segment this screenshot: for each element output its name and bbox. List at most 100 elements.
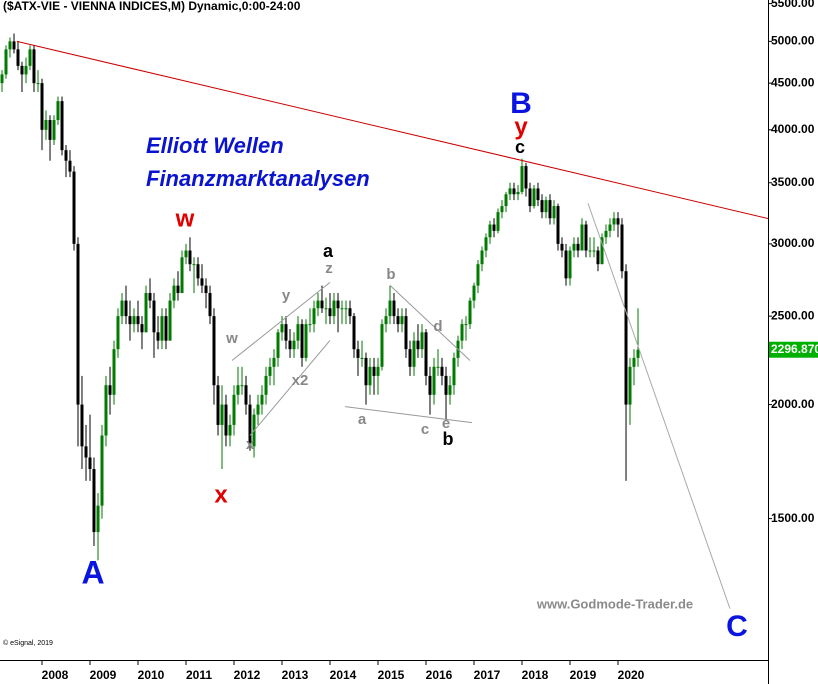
candle-body <box>116 316 120 350</box>
annotation: y <box>282 287 291 304</box>
candle-body <box>464 324 468 326</box>
candle-body <box>592 250 596 252</box>
trend-line <box>344 406 473 424</box>
candle-body <box>24 65 28 75</box>
annotation: C <box>726 610 748 643</box>
candle-body <box>16 49 20 66</box>
candle-body <box>424 332 428 376</box>
annotation: a <box>323 241 334 261</box>
annotation: a <box>358 411 367 428</box>
candle-body <box>544 200 548 213</box>
annotation: d <box>433 318 442 335</box>
y-tick-label: 5500.00 <box>771 0 815 10</box>
candle-body <box>228 424 232 436</box>
candle-body <box>348 308 352 317</box>
candle-body <box>472 285 476 301</box>
candle-body <box>232 394 236 425</box>
annotation: y <box>514 113 528 140</box>
candle-body <box>404 316 408 350</box>
candle-body <box>40 83 44 130</box>
candle-body <box>496 212 500 231</box>
candle-body <box>160 316 164 341</box>
candle-body <box>328 308 332 317</box>
candle-body <box>108 385 112 395</box>
candle-body <box>360 357 364 359</box>
candle-body <box>476 264 480 286</box>
x-tick-label: 2019 <box>570 668 597 682</box>
candle-body <box>248 404 252 447</box>
last-value-label: 2296.870 <box>771 342 818 356</box>
candle-body <box>120 300 124 317</box>
candle-body <box>80 404 84 447</box>
x-tick-label: 2014 <box>330 668 357 682</box>
candle-body <box>296 324 300 341</box>
candle-body <box>440 366 444 376</box>
candle-body <box>508 188 512 195</box>
candle-body <box>84 446 88 458</box>
candle-body <box>612 218 616 225</box>
candle-body <box>20 65 24 75</box>
candle-body <box>416 340 420 350</box>
candle-body <box>288 340 292 350</box>
candle-body <box>128 316 132 325</box>
candle-body <box>280 324 284 333</box>
x-tick-label: 2017 <box>474 668 501 682</box>
annotation: c <box>421 421 429 438</box>
y-tick-label: 1500.00 <box>771 511 815 525</box>
x-tick-label: 2015 <box>378 668 405 682</box>
candle-body <box>196 264 200 279</box>
annotation: w <box>175 205 195 232</box>
y-tick-label: 3000.00 <box>771 236 815 250</box>
candle-body <box>112 349 116 395</box>
candle-body <box>528 188 532 207</box>
candle-body <box>332 300 336 317</box>
candle-body <box>344 308 348 310</box>
candle-body <box>132 316 136 325</box>
candle-body <box>392 300 396 317</box>
candle-body <box>176 285 180 294</box>
candle-body <box>212 316 216 386</box>
annotation: e <box>442 415 450 432</box>
candle-body <box>216 385 220 425</box>
candle-body <box>512 188 516 195</box>
candle-body <box>256 404 260 415</box>
candle-body <box>484 237 488 251</box>
candle-body <box>624 271 628 405</box>
trend-line <box>389 284 471 361</box>
trend-line <box>231 282 331 361</box>
candle-body <box>540 200 544 213</box>
candle-body <box>96 505 100 533</box>
annotation: x <box>214 481 228 508</box>
candle-body <box>536 188 540 201</box>
candle-body <box>208 293 212 317</box>
y-tick-label: 4000.00 <box>771 122 815 136</box>
candle-body <box>560 243 564 251</box>
candle-body <box>144 293 148 333</box>
candle-body <box>368 366 372 386</box>
candle-body <box>596 250 600 265</box>
candle-body <box>584 224 588 251</box>
candle-body <box>376 366 380 376</box>
annotation: b <box>443 429 454 449</box>
candle-body <box>636 349 640 358</box>
candle-body <box>420 332 424 350</box>
candle-body <box>68 160 72 172</box>
candle-body <box>140 324 144 333</box>
candle-body <box>72 171 76 244</box>
candle-body <box>172 285 176 301</box>
candle-body <box>244 385 248 405</box>
x-tick-label: 2013 <box>282 668 309 682</box>
annotation: b <box>386 266 395 283</box>
candle-body <box>316 300 320 309</box>
annotation: Elliott Wellen <box>146 133 284 158</box>
candle-body <box>452 357 456 386</box>
candle-body <box>284 324 288 341</box>
candle-body <box>500 206 504 213</box>
candle-body <box>532 188 536 207</box>
candle-body <box>408 349 412 367</box>
candle-body <box>8 41 12 50</box>
candle-body <box>352 316 356 350</box>
candle-body <box>600 237 604 265</box>
candle-body <box>628 366 632 405</box>
